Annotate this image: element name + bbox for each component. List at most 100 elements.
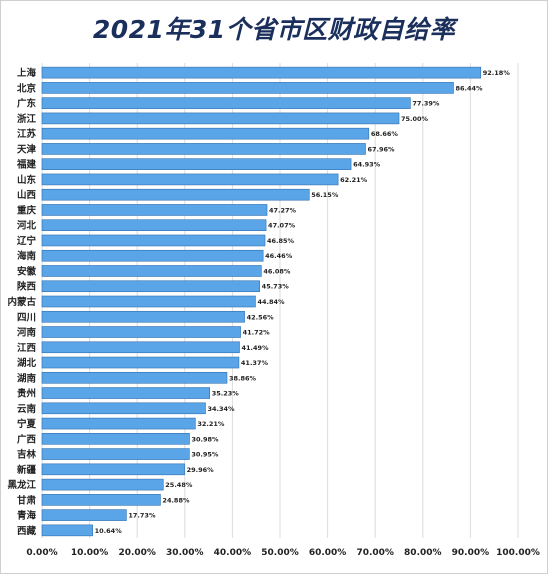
bar: [41, 433, 190, 445]
x-tick-label: 50.00%: [261, 548, 299, 558]
value-label: 24.88%: [162, 496, 190, 504]
bar: [41, 509, 127, 521]
bar: [41, 219, 267, 232]
category-label: 山东: [17, 174, 37, 186]
value-label: 30.98%: [191, 435, 219, 443]
category-label: 广西: [17, 433, 37, 445]
value-label: 77.39%: [412, 100, 440, 108]
category-label: 贵州: [17, 388, 36, 400]
value-label: 30.95%: [191, 451, 219, 459]
category-label: 新疆: [17, 464, 37, 476]
category-label: 上海: [17, 67, 37, 79]
bar: [41, 82, 454, 94]
category-label: 宁夏: [17, 418, 37, 430]
value-label: 29.96%: [187, 466, 215, 474]
value-label: 32.21%: [197, 420, 225, 428]
x-tick-label: 90.00%: [452, 548, 490, 558]
value-label: 35.23%: [212, 390, 240, 398]
x-tick-label: 70.00%: [356, 548, 394, 558]
bar: [41, 295, 256, 308]
x-tick-label: 10.00%: [71, 548, 109, 558]
bars: [41, 66, 482, 537]
bar: [41, 310, 245, 323]
x-tick-label: 30.00%: [166, 548, 204, 558]
bar: [41, 478, 164, 491]
bar: [41, 204, 268, 216]
bar: [41, 143, 366, 155]
bar: [41, 326, 241, 338]
category-label: 海南: [17, 250, 37, 262]
bar: [41, 341, 240, 354]
bar: [41, 356, 240, 369]
value-label: 41.37%: [241, 359, 269, 367]
value-label: 92.18%: [483, 69, 511, 77]
value-label: 62.21%: [340, 176, 368, 184]
category-label: 广东: [17, 98, 37, 110]
bar: [41, 494, 161, 506]
bar: [41, 524, 93, 537]
category-label: 青海: [17, 510, 37, 522]
value-label: 41.72%: [243, 329, 271, 337]
bar: [41, 402, 206, 415]
value-label: 44.84%: [257, 298, 285, 306]
category-label: 陕西: [17, 281, 37, 293]
bar: [41, 463, 185, 476]
category-label: 甘肃: [17, 494, 37, 506]
category-label: 西藏: [17, 525, 37, 537]
category-label: 辽宁: [17, 235, 37, 247]
bar: [41, 249, 264, 262]
value-label: 46.85%: [267, 237, 295, 245]
bar: [41, 417, 196, 430]
value-label: 10.64%: [95, 527, 123, 535]
category-label: 吉林: [17, 449, 37, 461]
category-label: 湖南: [17, 372, 37, 384]
value-label: 68.66%: [371, 130, 399, 138]
value-label: 41.49%: [241, 344, 269, 352]
category-label: 四川: [17, 312, 36, 323]
x-tick-label: 60.00%: [309, 548, 347, 558]
chart-title: 2021年31个省市区财政自给率: [92, 15, 456, 44]
bar: [41, 158, 352, 170]
value-label: 38.86%: [229, 374, 257, 382]
bar: [41, 280, 260, 293]
category-label: 福建: [16, 159, 37, 171]
bar: [41, 173, 339, 186]
bar: [41, 112, 400, 125]
value-label: 64.93%: [353, 161, 381, 169]
bar: [41, 66, 482, 79]
category-label: 江西: [17, 342, 37, 354]
category-label: 浙江: [17, 113, 37, 125]
category-label: 山西: [17, 189, 37, 201]
value-labels: 92.18%86.44% 77.39% 75.00%68.66% 67.96% 64.9…: [95, 69, 511, 535]
x-tick-label: 0.00%: [26, 548, 57, 558]
category-label: 湖北: [17, 357, 37, 369]
value-label: 34.34%: [207, 405, 235, 413]
category-label: 内蒙古: [7, 296, 36, 308]
bar: [41, 448, 190, 460]
value-label: 75.00%: [401, 115, 429, 123]
category-label: 重庆: [17, 204, 37, 216]
category-labels: 上海北京广东浙江江苏天津福建山东山西重庆河北辽宁海南安徽陕西内蒙古四川河南江西湖…: [7, 67, 36, 537]
category-label: 河南: [17, 327, 37, 339]
bar: [41, 371, 228, 384]
value-label: 17.73%: [128, 512, 156, 520]
category-label: 江苏: [17, 128, 37, 140]
x-tick-label: 40.00%: [214, 548, 252, 558]
category-label: 云南: [17, 403, 37, 415]
category-label: 北京: [17, 82, 37, 94]
x-tick-label: 100.00%: [496, 548, 540, 558]
category-label: 河北: [17, 220, 37, 232]
category-label: 天津: [17, 143, 37, 155]
value-label: 47.27%: [269, 206, 297, 214]
category-label: 黑龙江: [7, 479, 36, 491]
bar: [41, 265, 262, 277]
value-label: 45.73%: [262, 283, 290, 291]
bar: [41, 188, 310, 201]
value-label: 47.07%: [268, 222, 296, 230]
value-label: 86.44%: [455, 84, 483, 92]
value-label: 25.48%: [165, 481, 193, 489]
category-label: 安徽: [17, 265, 37, 277]
x-tick-label: 20.00%: [118, 548, 156, 558]
value-label: 67.96%: [367, 145, 395, 153]
